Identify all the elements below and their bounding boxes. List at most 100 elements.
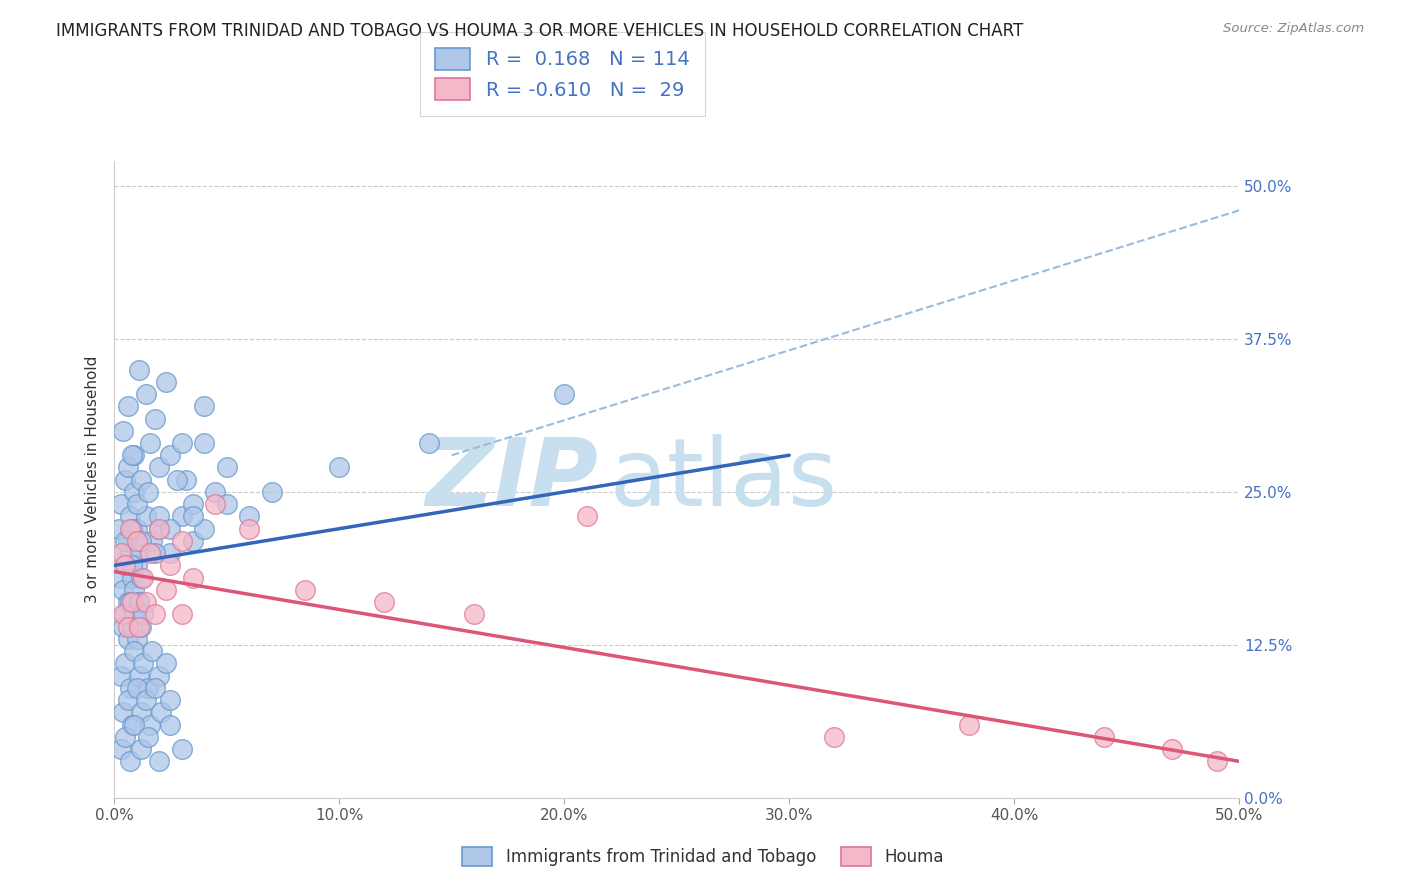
Point — [114, 607, 136, 622]
Point — [170, 533, 193, 548]
Point — [117, 533, 139, 548]
Point — [136, 681, 159, 695]
Point — [124, 448, 146, 462]
Point — [114, 558, 136, 573]
Point — [823, 730, 845, 744]
Point — [118, 546, 141, 560]
Point — [132, 657, 155, 671]
Point — [117, 595, 139, 609]
Point — [117, 693, 139, 707]
Point — [124, 717, 146, 731]
Point — [148, 668, 170, 682]
Y-axis label: 3 or more Vehicles in Household: 3 or more Vehicles in Household — [86, 356, 100, 603]
Legend: Immigrants from Trinidad and Tobago, Houma: Immigrants from Trinidad and Tobago, Hou… — [454, 838, 952, 875]
Point — [110, 742, 132, 756]
Point — [170, 607, 193, 622]
Text: Source: ZipAtlas.com: Source: ZipAtlas.com — [1223, 22, 1364, 36]
Point — [124, 607, 146, 622]
Point — [121, 448, 143, 462]
Point — [125, 558, 148, 573]
Point — [110, 668, 132, 682]
Point — [118, 509, 141, 524]
Point — [114, 558, 136, 573]
Point — [139, 546, 162, 560]
Point — [373, 595, 395, 609]
Point — [159, 693, 181, 707]
Point — [117, 620, 139, 634]
Point — [143, 681, 166, 695]
Point — [118, 681, 141, 695]
Point — [128, 668, 150, 682]
Point — [110, 497, 132, 511]
Text: IMMIGRANTS FROM TRINIDAD AND TOBAGO VS HOUMA 3 OR MORE VEHICLES IN HOUSEHOLD COR: IMMIGRANTS FROM TRINIDAD AND TOBAGO VS H… — [56, 22, 1024, 40]
Point — [129, 706, 152, 720]
Point — [148, 509, 170, 524]
Text: atlas: atlas — [609, 434, 838, 525]
Point — [166, 473, 188, 487]
Legend: R =  0.168   N = 114, R = -0.610   N =  29: R = 0.168 N = 114, R = -0.610 N = 29 — [420, 32, 704, 116]
Point — [155, 375, 177, 389]
Point — [128, 595, 150, 609]
Point — [159, 558, 181, 573]
Point — [170, 509, 193, 524]
Point — [129, 742, 152, 756]
Point — [110, 546, 132, 560]
Point — [238, 522, 260, 536]
Point — [193, 436, 215, 450]
Point — [141, 533, 163, 548]
Point — [114, 657, 136, 671]
Point — [129, 473, 152, 487]
Point — [117, 399, 139, 413]
Point — [121, 522, 143, 536]
Point — [112, 546, 135, 560]
Point — [132, 571, 155, 585]
Point — [135, 693, 157, 707]
Point — [121, 558, 143, 573]
Point — [135, 595, 157, 609]
Point — [1092, 730, 1115, 744]
Point — [135, 509, 157, 524]
Point — [215, 497, 238, 511]
Point — [139, 717, 162, 731]
Point — [114, 473, 136, 487]
Point — [143, 546, 166, 560]
Point — [181, 509, 204, 524]
Point — [260, 485, 283, 500]
Point — [132, 607, 155, 622]
Point — [204, 497, 226, 511]
Point — [112, 706, 135, 720]
Point — [107, 522, 129, 536]
Point — [112, 620, 135, 634]
Point — [181, 533, 204, 548]
Point — [125, 533, 148, 548]
Point — [118, 522, 141, 536]
Point — [128, 546, 150, 560]
Point — [155, 582, 177, 597]
Point — [170, 436, 193, 450]
Point — [148, 460, 170, 475]
Point — [575, 509, 598, 524]
Point — [117, 632, 139, 646]
Point — [193, 522, 215, 536]
Point — [148, 755, 170, 769]
Point — [418, 436, 440, 450]
Point — [136, 730, 159, 744]
Point — [215, 460, 238, 475]
Point — [143, 411, 166, 425]
Point — [129, 533, 152, 548]
Point — [128, 595, 150, 609]
Point — [112, 607, 135, 622]
Point — [148, 522, 170, 536]
Point — [135, 387, 157, 401]
Point — [155, 657, 177, 671]
Point — [129, 571, 152, 585]
Point — [150, 706, 173, 720]
Point — [121, 620, 143, 634]
Point — [117, 460, 139, 475]
Point — [118, 755, 141, 769]
Point — [238, 509, 260, 524]
Point — [114, 533, 136, 548]
Point — [148, 522, 170, 536]
Point — [170, 742, 193, 756]
Point — [125, 497, 148, 511]
